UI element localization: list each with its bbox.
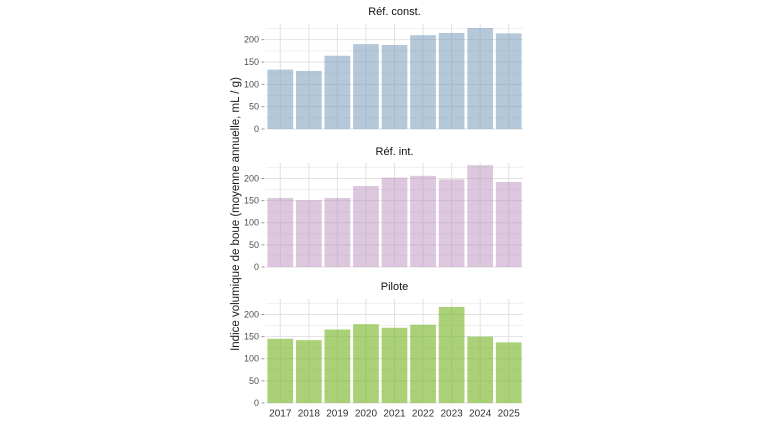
bar-Réf. const.-2020: [353, 44, 379, 129]
x-tick-label: 2024: [469, 409, 492, 420]
x-tick-label: 2018: [298, 409, 321, 420]
y-tick-label: 100: [244, 218, 259, 228]
y-tick-label: 0: [254, 262, 259, 272]
bar-Réf. int.-2023: [438, 179, 465, 267]
y-tick-label: 50: [249, 240, 259, 250]
x-tick-label: 2022: [412, 409, 435, 420]
x-tick-label: 2023: [440, 409, 463, 420]
bar-Réf. const.-2025: [495, 33, 522, 129]
bar-Pilote-2023: [438, 306, 465, 403]
facet-panel-2: 0 50 100 150 200 2017 2018 2019 2020 2021 2022 2023…: [244, 299, 523, 420]
y-tick-label: 200: [244, 173, 259, 183]
bar-Réf. const.-2017: [267, 69, 294, 129]
bar-Pilote-2021: [381, 327, 408, 403]
y-tick-label: 50: [249, 376, 259, 386]
bar-Réf. int.-2024: [467, 165, 494, 267]
y-tick-label: 50: [249, 102, 259, 112]
bar-Pilote-2022: [410, 324, 436, 403]
y-tick-label: 0: [254, 398, 259, 408]
facet-title-ref-const: Réf. const.: [368, 6, 421, 18]
bar-Réf. const.-2018: [295, 70, 322, 129]
x-tick-label: 2019: [326, 409, 349, 420]
facet-panel-1: 0 50 100 150 200: [244, 163, 523, 272]
bar-Pilote-2024: [467, 336, 494, 403]
y-tick-label: 150: [244, 196, 259, 206]
bar-Pilote-2020: [353, 324, 379, 403]
bar-Réf. int.-2020: [353, 186, 379, 267]
bar-Réf. const.-2023: [438, 32, 465, 129]
y-tick-label: 200: [244, 309, 259, 319]
y-tick-label: 100: [244, 354, 259, 364]
bar-Pilote-2025: [495, 342, 522, 403]
bar-Réf. int.-2018: [295, 200, 322, 267]
x-tick-label: 2025: [498, 409, 521, 420]
bar-Réf. int.-2025: [495, 182, 522, 267]
bar-Réf. const.-2024: [467, 28, 494, 129]
y-tick-label: 100: [244, 79, 259, 89]
y-tick-label: 200: [244, 35, 259, 45]
bar-Réf. int.-2022: [410, 175, 436, 267]
facet-panel-0: 0 50 100 150 200: [244, 24, 523, 134]
x-tick-label: 2021: [383, 409, 406, 420]
bar-Réf. int.-2017: [267, 197, 294, 267]
facet-title-ref-int: Réf. int.: [375, 146, 414, 158]
x-tick-label: 2020: [355, 409, 378, 420]
bar-Réf. const.-2019: [324, 55, 351, 129]
facet-title-pilote: Pilote: [380, 281, 409, 293]
bar-Réf. const.-2022: [410, 35, 436, 129]
bar-Réf. int.-2019: [324, 197, 351, 267]
y-tick-label: 0: [254, 124, 259, 134]
y-tick-label: 150: [244, 332, 259, 342]
bar-Pilote-2018: [295, 340, 322, 403]
x-tick-label: 2017: [269, 409, 292, 420]
bar-Réf. int.-2021: [381, 177, 408, 267]
bar-Pilote-2019: [324, 329, 351, 403]
y-tick-label: 150: [244, 57, 259, 67]
bar-Pilote-2017: [267, 338, 294, 403]
bar-Réf. const.-2021: [381, 45, 408, 129]
